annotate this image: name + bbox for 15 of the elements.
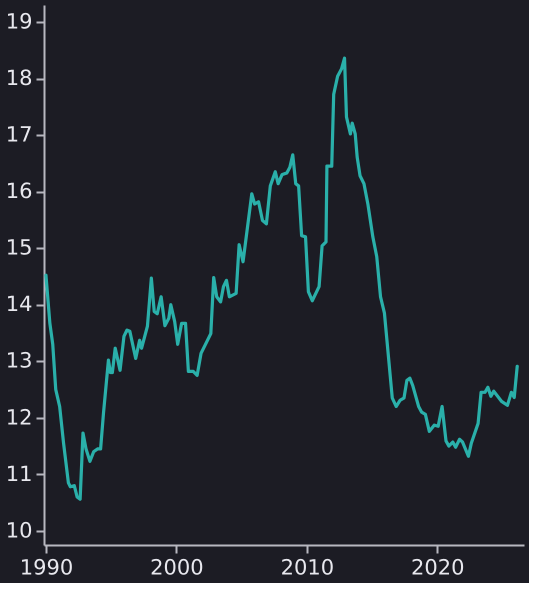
- y-tick-label: 14: [6, 292, 32, 316]
- y-tick-label: 12: [6, 405, 32, 430]
- x-tick-label: 1990: [20, 556, 74, 580]
- x-tick-label: 2000: [150, 556, 204, 580]
- y-tick-label: 10: [6, 518, 32, 542]
- y-tick-label: 16: [6, 179, 32, 204]
- x-tick-label: 2020: [411, 556, 464, 580]
- x-tick-label: 2010: [280, 556, 334, 580]
- y-tick-label: 17: [6, 122, 32, 147]
- y-tick-label: 15: [6, 236, 32, 260]
- line-series: [44, 56, 519, 501]
- y-tick-label: 13: [6, 348, 32, 373]
- y-tick-label: 11: [6, 462, 32, 486]
- y-tick-label: 18: [6, 66, 32, 90]
- y-tick-label: 19: [6, 9, 32, 34]
